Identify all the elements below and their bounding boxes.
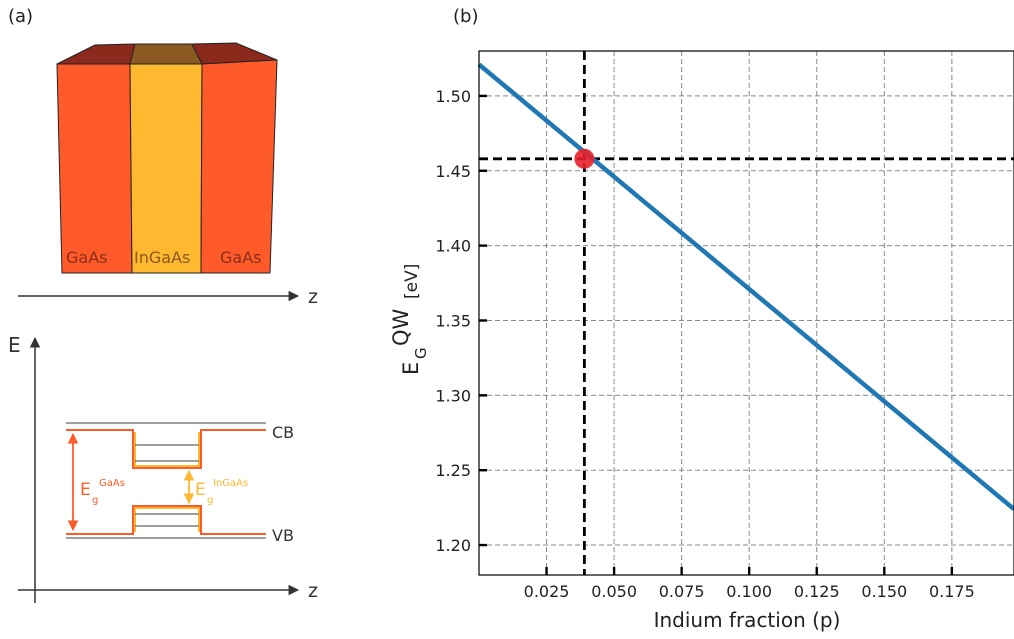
- y-axis-title: E G QW [eV]: [389, 264, 430, 375]
- ingaas-top: [129, 43, 203, 65]
- x-tick-label: 0.025: [524, 582, 570, 601]
- ingaas-cb-well: [134, 432, 200, 467]
- series-line: [477, 62, 1014, 511]
- band-diagram: E g GaAs E g InGaAs CB VB: [66, 422, 294, 545]
- eg-ingaas-sup: InGaAs: [213, 478, 248, 489]
- layer-label-ingaas: InGaAs: [134, 248, 190, 267]
- z-axis-top-label: z: [308, 286, 318, 308]
- y-tick-label: 1.50: [435, 87, 471, 106]
- reference-lines: [479, 51, 1014, 575]
- vb-label: VB: [272, 526, 294, 545]
- conduction-band-edge: [66, 429, 266, 469]
- y-tick-label: 1.25: [435, 461, 471, 480]
- eg-gaas-sup: GaAs: [99, 478, 125, 489]
- ingaas-vb-well: [134, 507, 200, 532]
- grid-lines: [479, 51, 1014, 575]
- highlight-marker: [574, 148, 595, 169]
- x-tick-label: 0.050: [591, 582, 637, 601]
- data-series: [477, 62, 1014, 511]
- layer-label-gaas-left: GaAs: [66, 248, 107, 267]
- energy-axis-label: E: [8, 333, 21, 357]
- plot-frame: [478, 50, 1014, 576]
- eg-ingaas-sub: g: [207, 495, 213, 506]
- cb-label: CB: [272, 423, 294, 442]
- panel-b-label: (b): [453, 6, 478, 27]
- x-tick-label: 0.075: [659, 582, 705, 601]
- y-axis-title-sup: QW: [389, 308, 413, 346]
- layer-label-gaas-right: GaAs: [220, 248, 261, 267]
- band-gap-chart: 0.025 0.050 0.075 0.100 0.125 0.150 0.175 1.20 1…: [389, 50, 1014, 632]
- x-tick-label: 0.175: [929, 582, 975, 601]
- heterostructure-block: GaAs InGaAs GaAs: [56, 42, 278, 274]
- eg-gaas-sub: g: [92, 495, 98, 506]
- x-axis-title: Indium fraction (p): [654, 608, 841, 632]
- z-axis-bottom-label: z: [308, 580, 318, 602]
- y-tick-label: 1.45: [435, 162, 471, 181]
- eg-ingaas-label: E: [195, 480, 206, 500]
- x-tick-label: 0.150: [861, 582, 907, 601]
- y-tick-label: 1.20: [435, 536, 471, 555]
- eg-gaas-label: E: [80, 480, 91, 500]
- y-axis-title-main: E: [399, 362, 423, 375]
- y-tick-label: 1.30: [435, 386, 471, 405]
- y-axis-title-unit: [eV]: [402, 264, 422, 299]
- gaas-left-layer: [56, 63, 133, 274]
- x-tick-label: 0.125: [794, 582, 840, 601]
- x-tick-label: 0.100: [726, 582, 772, 601]
- y-axis-title-sub: G: [412, 347, 430, 359]
- y-tick-label: 1.40: [435, 237, 471, 256]
- axis-ticks: 0.025 0.050 0.075 0.100 0.125 0.150 0.175 1.20 1…: [435, 87, 974, 601]
- gaas-left-top: [56, 43, 136, 65]
- panel-a-label: (a): [8, 6, 33, 27]
- y-tick-label: 1.35: [435, 311, 471, 330]
- valence-band-edge: [66, 505, 266, 535]
- ingaas-layer: [129, 63, 203, 274]
- gaas-right-layer: [200, 59, 278, 274]
